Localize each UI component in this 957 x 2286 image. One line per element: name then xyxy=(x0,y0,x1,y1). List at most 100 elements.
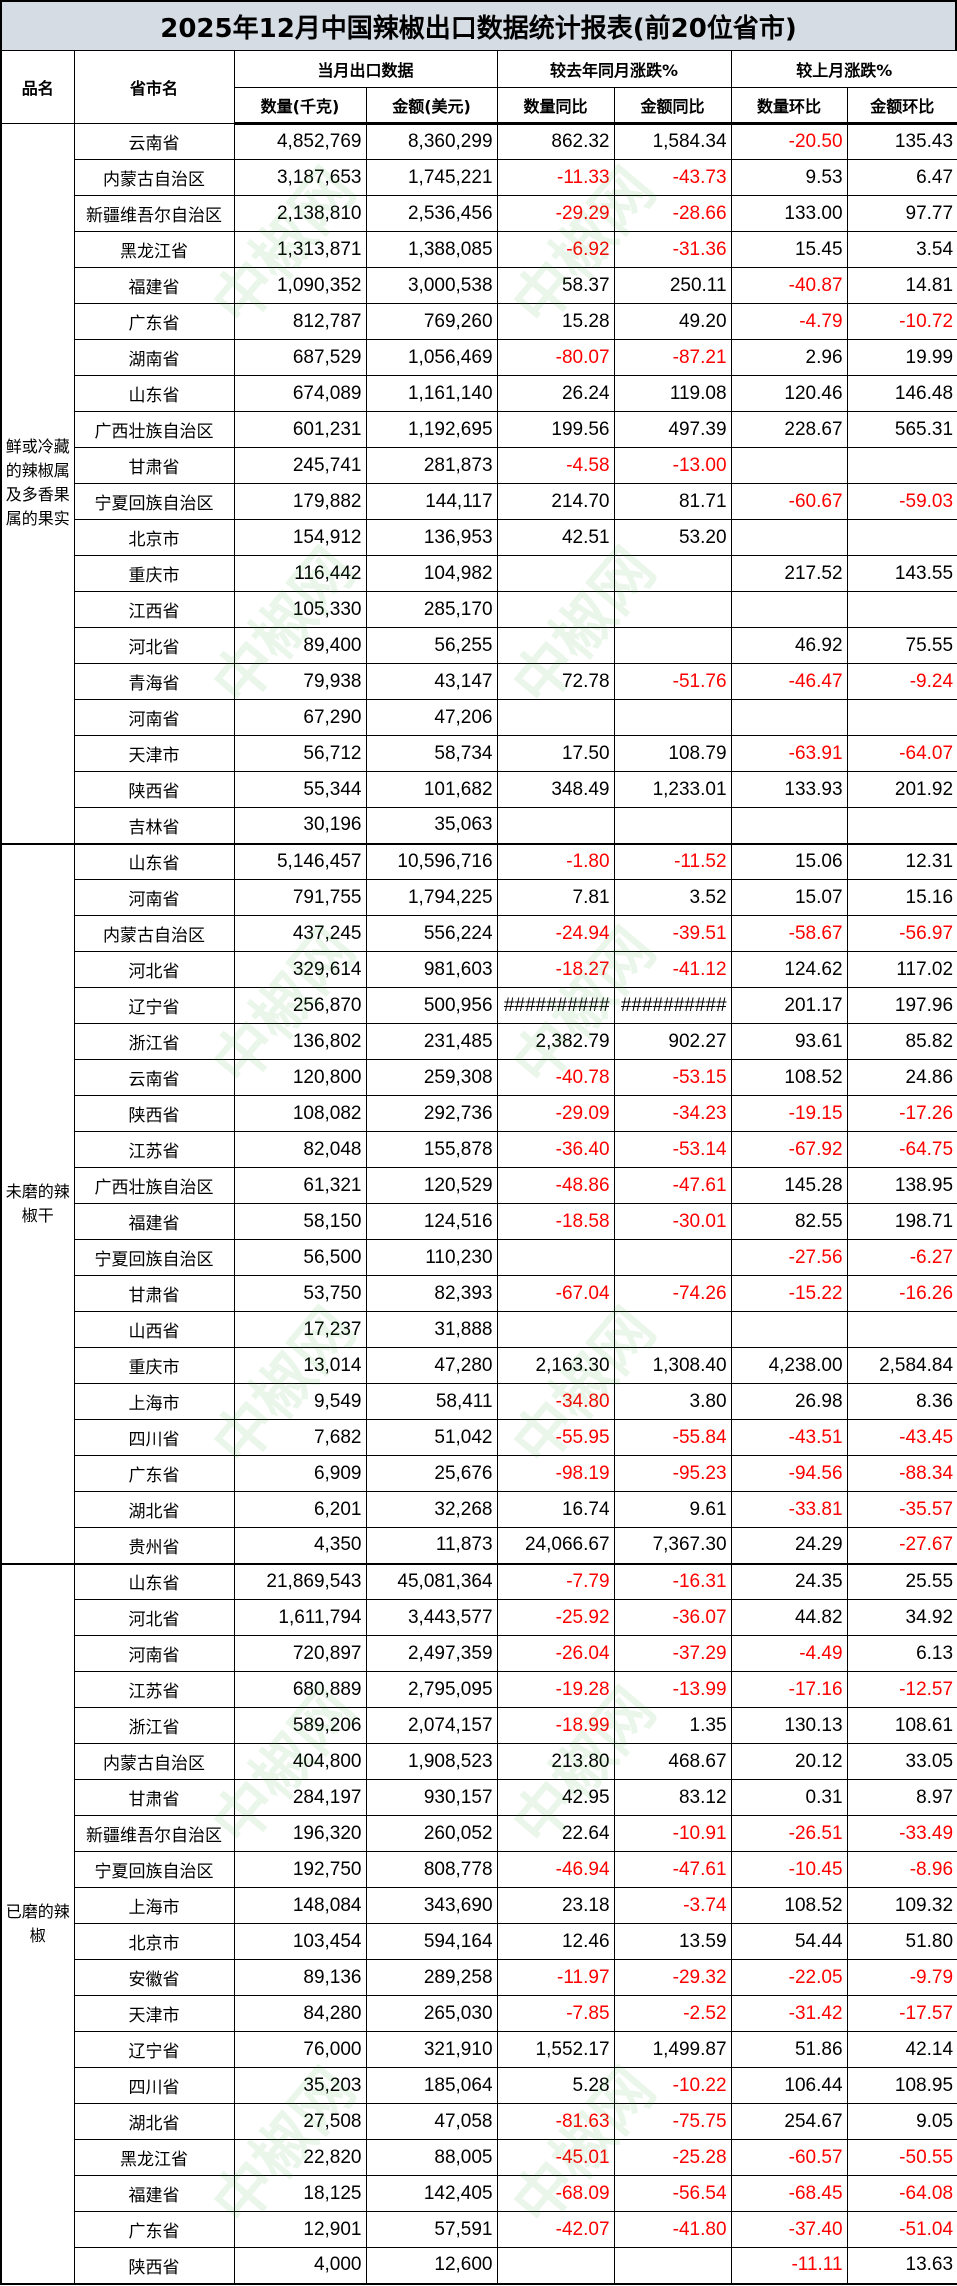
qty-mom-cell: -27.56 xyxy=(730,1239,848,1276)
amount-mom-cell: -51.04 xyxy=(846,2211,957,2248)
table-row: 福建省 18,125 142,405 -68.09 -56.54 -68.45 -64.08 xyxy=(1,2175,957,2212)
province-cell: 江西省 xyxy=(73,591,235,628)
qty-mom-cell: 24.29 xyxy=(730,1527,848,1564)
qty-yoy-cell: -40.78 xyxy=(496,1059,615,1096)
table-row: 湖北省 27,508 47,058 -81.63 -75.75 254.67 9.05 xyxy=(1,2103,957,2140)
amount-yoy-cell: -36.07 xyxy=(613,1599,732,1636)
amount-mom-cell: -6.27 xyxy=(846,1239,957,1276)
qty-yoy-cell: -46.94 xyxy=(496,1851,615,1888)
amount-mom-cell: 135.43 xyxy=(846,123,957,160)
amount-mom-cell: 85.82 xyxy=(846,1023,957,1060)
amount-mom-cell: 6.13 xyxy=(846,1635,957,1672)
province-cell: 浙江省 xyxy=(73,1707,235,1744)
table-row: 广东省 812,787 769,260 15.28 49.20 -4.79 -10.72 xyxy=(1,303,957,340)
amount-mom-cell: -9.79 xyxy=(846,1959,957,1996)
amount-yoy-cell: 81.71 xyxy=(613,483,732,520)
amount-cell: 1,056,469 xyxy=(365,339,498,376)
amount-cell: 104,982 xyxy=(365,555,498,592)
amount-cell: 594,164 xyxy=(365,1923,498,1960)
amount-mom-cell: 19.99 xyxy=(846,339,957,376)
amount-yoy-cell: -47.61 xyxy=(613,1851,732,1888)
qty-cell: 79,938 xyxy=(233,663,367,700)
qty-cell: 437,245 xyxy=(233,915,367,952)
qty-yoy-cell: 12.46 xyxy=(496,1923,615,1960)
amount-cell: 289,258 xyxy=(365,1959,498,1996)
province-cell: 北京市 xyxy=(73,1923,235,1960)
table-row: 上海市 9,549 58,411 -34.80 3.80 26.98 8.36 xyxy=(1,1383,957,1420)
qty-yoy-cell: 15.28 xyxy=(496,303,615,340)
amount-cell: 1,745,221 xyxy=(365,159,498,196)
amount-yoy-cell: -39.51 xyxy=(613,915,732,952)
amount-yoy-cell: 83.12 xyxy=(613,1779,732,1816)
qty-yoy-cell: -42.07 xyxy=(496,2211,615,2248)
product-name-cell: 未磨的辣椒干 xyxy=(0,842,75,1564)
amount-yoy-cell: -53.14 xyxy=(613,1131,732,1168)
amount-mom-cell: -64.08 xyxy=(846,2175,957,2212)
qty-cell: 56,712 xyxy=(233,735,367,772)
table-row: 吉林省 30,196 35,063 xyxy=(1,807,957,844)
qty-cell: 812,787 xyxy=(233,303,367,340)
qty-cell: 12,901 xyxy=(233,2211,367,2248)
table-row: 天津市 56,712 58,734 17.50 108.79 -63.91 -64.07 xyxy=(1,735,957,772)
qty-yoy-cell: 5.28 xyxy=(496,2067,615,2104)
amount-yoy-cell: -3.74 xyxy=(613,1887,732,1924)
table-row: 山东省 674,089 1,161,140 26.24 119.08 120.46 146.… xyxy=(1,375,957,412)
amount-yoy-cell: -37.29 xyxy=(613,1635,732,1672)
amount-cell: 265,030 xyxy=(365,1995,498,2032)
table-row: 甘肃省 284,197 930,157 42.95 83.12 0.31 8.97 xyxy=(1,1779,957,1816)
product-name-cell: 已磨的辣椒 xyxy=(0,1562,75,2284)
amount-mom-cell: -8.96 xyxy=(846,1851,957,1888)
amount-cell: 185,064 xyxy=(365,2067,498,2104)
amount-mom-cell: 15.16 xyxy=(846,879,957,916)
amount-mom-cell: -12.57 xyxy=(846,1671,957,1708)
province-cell: 甘肃省 xyxy=(73,447,235,484)
header-amount: 金额(美元) xyxy=(365,87,498,125)
province-cell: 山东省 xyxy=(73,1562,235,1600)
amount-yoy-cell: -47.61 xyxy=(613,1167,732,1204)
qty-yoy-cell xyxy=(496,1239,615,1276)
qty-cell: 22,820 xyxy=(233,2139,367,2176)
amount-yoy-cell xyxy=(613,699,732,736)
qty-mom-cell: 46.92 xyxy=(730,627,848,664)
table-row: 内蒙古自治区 404,800 1,908,523 213.80 468.67 20.12 3… xyxy=(1,1743,957,1780)
qty-mom-cell: -20.50 xyxy=(730,123,848,160)
province-cell: 新疆维吾尔自治区 xyxy=(73,195,235,232)
qty-mom-cell: 24.35 xyxy=(730,1562,848,1600)
province-cell: 天津市 xyxy=(73,1995,235,2032)
qty-cell: 245,741 xyxy=(233,447,367,484)
qty-yoy-cell xyxy=(496,591,615,628)
amount-cell: 285,170 xyxy=(365,591,498,628)
qty-mom-cell: -60.67 xyxy=(730,483,848,520)
table-row: 福建省 1,090,352 3,000,538 58.37 250.11 -40.87 14… xyxy=(1,267,957,304)
qty-mom-cell: -4.79 xyxy=(730,303,848,340)
qty-mom-cell: 15.45 xyxy=(730,231,848,268)
amount-mom-cell: 565.31 xyxy=(846,411,957,448)
amount-yoy-cell xyxy=(613,555,732,592)
table-row: 湖南省 687,529 1,056,469 -80.07 -87.21 2.96 19.99 xyxy=(1,339,957,376)
amount-mom-cell: 197.96 xyxy=(846,987,957,1024)
qty-cell: 105,330 xyxy=(233,591,367,628)
amount-cell: 101,682 xyxy=(365,771,498,808)
amount-mom-cell: -33.49 xyxy=(846,1815,957,1852)
province-cell: 辽宁省 xyxy=(73,987,235,1024)
amount-mom-cell: 109.32 xyxy=(846,1887,957,1924)
amount-cell: 11,873 xyxy=(365,1527,498,1564)
province-cell: 重庆市 xyxy=(73,1347,235,1384)
table-row: 广西壮族自治区 61,321 120,529 -48.86 -47.61 145.28 13… xyxy=(1,1167,957,1204)
table-row: 北京市 154,912 136,953 42.51 53.20 xyxy=(1,519,957,556)
amount-yoy-cell xyxy=(613,591,732,628)
amount-cell: 43,147 xyxy=(365,663,498,700)
amount-yoy-cell: -2.52 xyxy=(613,1995,732,2032)
amount-cell: 1,908,523 xyxy=(365,1743,498,1780)
amount-mom-cell: -43.45 xyxy=(846,1419,957,1456)
amount-yoy-cell: -55.84 xyxy=(613,1419,732,1456)
amount-mom-cell xyxy=(846,699,957,736)
qty-cell: 67,290 xyxy=(233,699,367,736)
qty-yoy-cell: 1,552.17 xyxy=(496,2031,615,2068)
qty-mom-cell xyxy=(730,807,848,844)
qty-mom-cell: -94.56 xyxy=(730,1455,848,1492)
table-row: 甘肃省 245,741 281,873 -4.58 -13.00 xyxy=(1,447,957,484)
amount-mom-cell: 108.95 xyxy=(846,2067,957,2104)
qty-cell: 7,682 xyxy=(233,1419,367,1456)
province-cell: 云南省 xyxy=(73,1059,235,1096)
